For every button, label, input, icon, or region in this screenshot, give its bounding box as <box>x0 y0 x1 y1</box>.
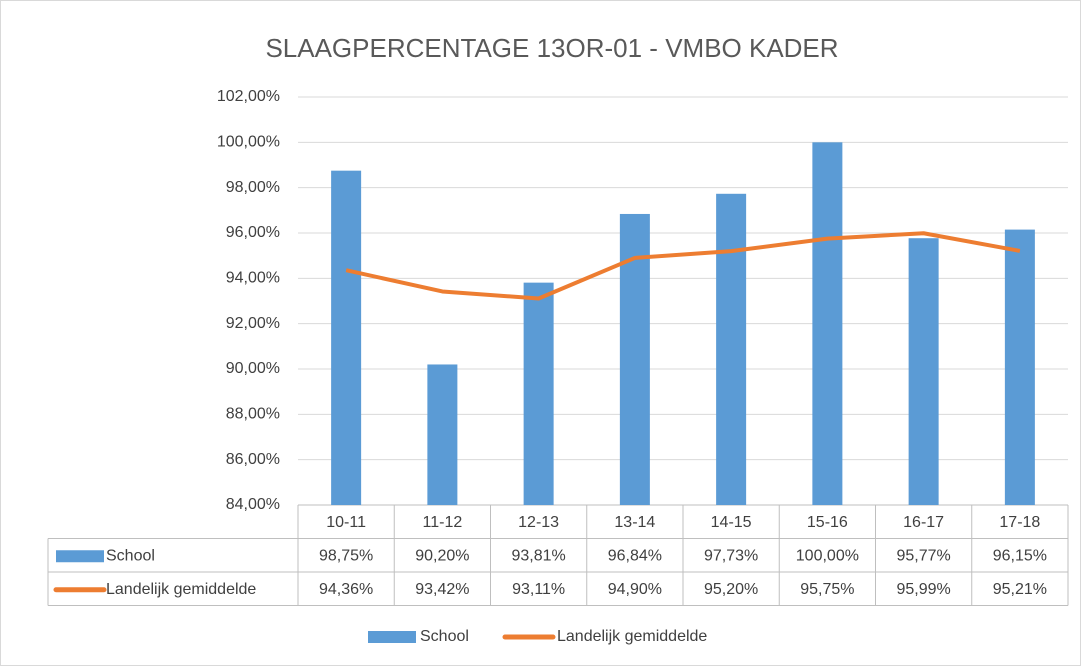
x-tick-label: 14-15 <box>711 514 752 531</box>
bar <box>716 193 747 505</box>
table-value: 95,77% <box>896 547 950 564</box>
x-tick-label: 16-17 <box>903 514 944 531</box>
y-tick-label: 84,00% <box>226 496 280 513</box>
bar <box>523 282 554 505</box>
bar <box>331 170 362 505</box>
y-tick-label: 96,00% <box>226 224 280 241</box>
y-tick-label: 100,00% <box>217 134 280 151</box>
x-tick-label: 12-13 <box>518 514 559 531</box>
y-tick-label: 90,00% <box>226 360 280 377</box>
legend-key <box>368 631 416 643</box>
table-value: 93,11% <box>512 581 565 598</box>
table-value: 94,36% <box>319 581 373 598</box>
table-value: 97,73% <box>704 547 758 564</box>
bar <box>812 142 843 506</box>
x-tick-label: 13-14 <box>614 514 655 531</box>
table-value: 96,84% <box>608 547 662 564</box>
table-value: 90,20% <box>415 547 469 564</box>
bar <box>1004 229 1035 505</box>
table-value: 94,90% <box>608 581 662 598</box>
legend-label: Landelijk gemiddelde <box>557 628 707 645</box>
table-value: 93,81% <box>511 547 565 564</box>
y-tick-label: 92,00% <box>226 315 280 332</box>
line-series <box>345 231 1021 301</box>
table-value: 95,20% <box>704 581 758 598</box>
table-value: 95,75% <box>800 581 854 598</box>
x-tick-label: 15-16 <box>807 514 848 531</box>
table-series-name: Landelijk gemiddelde <box>106 581 256 598</box>
table-value: 95,21% <box>993 581 1047 598</box>
table-value: 95,99% <box>896 581 950 598</box>
y-tick-label: 86,00% <box>226 451 280 468</box>
y-tick-label: 102,00% <box>217 88 280 105</box>
x-tick-label: 10-11 <box>326 514 366 531</box>
x-tick-label: 17-18 <box>999 514 1040 531</box>
table-value: 98,75% <box>319 547 373 564</box>
table-value: 96,15% <box>993 547 1047 564</box>
bar <box>908 238 939 506</box>
chart-title: SLAAGPERCENTAGE 13OR-01 - VMBO KADER <box>265 33 838 63</box>
table-series-name: School <box>106 547 155 564</box>
y-tick-label: 94,00% <box>226 270 280 287</box>
y-tick-label: 88,00% <box>226 406 280 423</box>
y-tick-label: 98,00% <box>226 179 280 196</box>
x-tick-label: 11-12 <box>423 514 463 531</box>
table-value: 93,42% <box>415 581 469 598</box>
legend-label: School <box>420 628 469 645</box>
table-value: 100,00% <box>796 547 859 564</box>
bar <box>427 364 458 505</box>
table-legend-key <box>56 550 104 563</box>
